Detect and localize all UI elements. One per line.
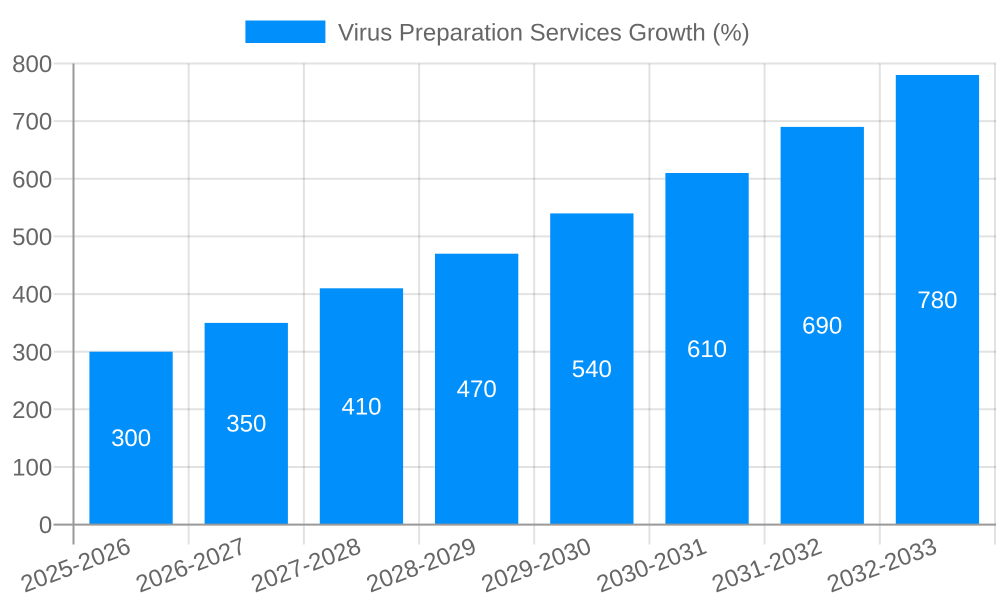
svg-text:700: 700 <box>12 109 52 136</box>
svg-text:410: 410 <box>341 393 381 420</box>
svg-text:Virus Preparation Services Gro: Virus Preparation Services Growth (%) <box>338 19 750 46</box>
svg-text:540: 540 <box>572 356 612 383</box>
svg-text:690: 690 <box>802 313 842 340</box>
svg-text:350: 350 <box>226 411 266 438</box>
svg-text:800: 800 <box>12 51 52 78</box>
svg-text:300: 300 <box>12 339 52 366</box>
svg-text:400: 400 <box>12 282 52 309</box>
svg-text:610: 610 <box>687 336 727 363</box>
svg-text:0: 0 <box>39 512 52 539</box>
svg-text:500: 500 <box>12 224 52 251</box>
svg-text:200: 200 <box>12 397 52 424</box>
svg-text:780: 780 <box>917 287 957 314</box>
svg-text:470: 470 <box>457 376 497 403</box>
svg-text:600: 600 <box>12 166 52 193</box>
svg-text:300: 300 <box>111 425 151 452</box>
svg-text:100: 100 <box>12 455 52 482</box>
